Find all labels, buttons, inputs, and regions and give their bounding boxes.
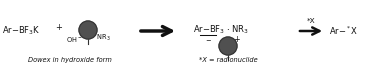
Circle shape: [226, 44, 232, 50]
Circle shape: [88, 29, 91, 32]
Circle shape: [223, 41, 234, 52]
Circle shape: [228, 46, 230, 48]
Circle shape: [86, 28, 92, 34]
Circle shape: [83, 25, 94, 36]
Text: Ar$-$BF$_3$ $\cdot$ NR$_3$: Ar$-$BF$_3$ $\cdot$ NR$_3$: [193, 24, 249, 36]
Circle shape: [227, 44, 231, 49]
Text: Dowex in hydroxide form: Dowex in hydroxide form: [28, 57, 112, 63]
Text: *X: *X: [307, 18, 315, 24]
Circle shape: [84, 26, 93, 35]
Circle shape: [82, 24, 94, 36]
Circle shape: [79, 21, 97, 39]
Circle shape: [222, 40, 234, 52]
Circle shape: [87, 28, 91, 33]
Text: $-$: $-$: [204, 36, 211, 42]
Text: $^+$NR$_3$: $^+$NR$_3$: [91, 31, 111, 43]
Circle shape: [221, 39, 236, 54]
Circle shape: [88, 30, 90, 32]
Text: OH$^-$: OH$^-$: [66, 34, 82, 44]
Text: Ar$-$BF$_3$K: Ar$-$BF$_3$K: [2, 25, 40, 37]
Text: +: +: [55, 24, 62, 33]
Circle shape: [220, 38, 236, 54]
Circle shape: [228, 45, 231, 48]
Circle shape: [219, 37, 237, 55]
Circle shape: [225, 43, 232, 50]
Circle shape: [222, 40, 235, 53]
Circle shape: [80, 22, 96, 38]
Text: Ar$-$$^*$X: Ar$-$$^*$X: [329, 25, 358, 37]
Text: *X = radionuclide: *X = radionuclide: [198, 57, 257, 63]
Circle shape: [85, 27, 93, 34]
Circle shape: [81, 23, 96, 38]
Text: $+$: $+$: [233, 34, 241, 44]
Circle shape: [224, 42, 233, 51]
Circle shape: [82, 23, 95, 37]
